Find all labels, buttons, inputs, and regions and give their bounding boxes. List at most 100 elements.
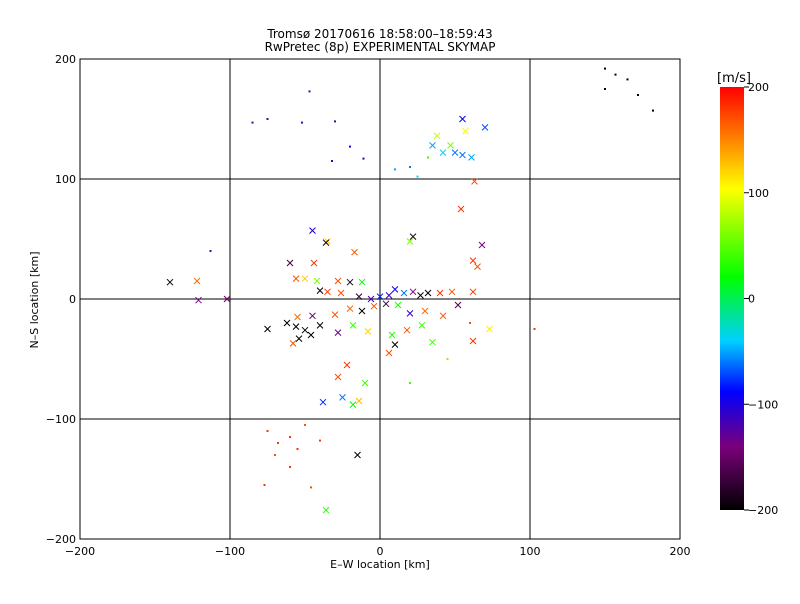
scatter-point-dot bbox=[289, 436, 291, 438]
scatter-point-x bbox=[367, 295, 375, 303]
scatter-point-dot bbox=[334, 120, 336, 123]
scatter-point-dot bbox=[301, 121, 303, 124]
scatter-point-dot bbox=[533, 328, 536, 330]
scatter-point-x bbox=[424, 289, 432, 297]
scatter-point-x bbox=[310, 259, 318, 267]
scatter-point-x bbox=[382, 300, 390, 308]
scatter-point-dot bbox=[446, 358, 449, 360]
scatter-point-dot bbox=[277, 442, 279, 444]
scatter-point-x bbox=[364, 328, 372, 335]
scatter-point-x bbox=[474, 263, 481, 270]
y-axis-label: N–S location [km] bbox=[28, 251, 41, 348]
scatter-point-x bbox=[301, 326, 309, 334]
y-tick-label: −100 bbox=[46, 413, 76, 426]
x-tick-label: 200 bbox=[670, 545, 691, 558]
grid-lines bbox=[80, 59, 680, 539]
chart-subtitle: RwPretec (8p) EXPERIMENTAL SKYMAP bbox=[265, 40, 496, 54]
scatter-point-x bbox=[313, 277, 321, 285]
scatter-point-x bbox=[469, 257, 477, 264]
scatter-point-dot bbox=[209, 250, 212, 252]
y-tick-label: 0 bbox=[69, 293, 76, 306]
scatter-point-dot bbox=[362, 157, 365, 160]
scatter-point-x bbox=[447, 142, 454, 149]
scatter-point-x bbox=[403, 326, 411, 334]
scatter-point-x bbox=[289, 340, 297, 347]
scatter-point-x bbox=[343, 361, 351, 369]
scatter-point-x bbox=[324, 288, 331, 296]
scatter-point-x bbox=[309, 227, 316, 234]
scatter-point-x bbox=[462, 127, 469, 135]
scatter-point-x bbox=[429, 338, 436, 346]
scatter-point-x bbox=[391, 286, 399, 293]
scatter-point-x bbox=[394, 301, 402, 309]
x-ticks: −200 −100 0 100 200 bbox=[65, 533, 691, 558]
scatter-point-x bbox=[339, 394, 346, 401]
scatter-point-dot bbox=[604, 67, 606, 70]
scatter-point-x bbox=[301, 275, 309, 282]
scatter-point-dot bbox=[274, 454, 276, 456]
scatter-point-x bbox=[355, 293, 363, 300]
scatter-point-x bbox=[193, 277, 201, 285]
scatter-point-x bbox=[436, 289, 444, 297]
colorbar-tick-label: −200 bbox=[748, 504, 778, 517]
scatter-point-x bbox=[406, 238, 414, 245]
scatter-point-x bbox=[385, 349, 393, 357]
scatter-point-x bbox=[351, 248, 358, 256]
scatter-point-x bbox=[439, 312, 447, 320]
x-tick-label: 0 bbox=[377, 545, 384, 558]
scatter-point-x bbox=[361, 379, 369, 387]
scatter-point-dot bbox=[266, 118, 269, 120]
scatter-point-x bbox=[391, 341, 399, 348]
scatter-point-x bbox=[448, 288, 456, 296]
scatter-point-x bbox=[406, 310, 414, 317]
scatter-point-x bbox=[349, 322, 357, 329]
scatter-point-x bbox=[346, 305, 354, 312]
scatter-point-dot bbox=[310, 486, 312, 489]
scatter-point-dot bbox=[637, 94, 639, 96]
scatter-point-x bbox=[454, 301, 462, 309]
scatter-point-x bbox=[292, 323, 300, 330]
x-axis-label: E–W location [km] bbox=[330, 558, 430, 571]
scatter-point-x bbox=[355, 397, 363, 405]
scatter-point-dot bbox=[304, 424, 306, 426]
scatter-point-x bbox=[469, 337, 477, 345]
scatter-point-dot bbox=[469, 322, 471, 324]
colorbar-tick-label: 100 bbox=[748, 187, 769, 200]
colorbar-tick-label: 200 bbox=[748, 81, 769, 94]
scatter-point-dot bbox=[308, 90, 311, 93]
scatter-point-x bbox=[295, 335, 303, 342]
scatter-point-x bbox=[346, 278, 354, 286]
x-tick-label: −100 bbox=[215, 545, 245, 558]
scatter-point-x bbox=[481, 124, 489, 131]
scatter-point-x bbox=[331, 311, 339, 318]
scatter-point-x bbox=[322, 506, 330, 514]
y-tick-label: 100 bbox=[55, 173, 76, 186]
scatter-point-x bbox=[354, 451, 361, 459]
scatter-point-x bbox=[471, 178, 478, 185]
scatter-point-x bbox=[349, 401, 357, 408]
scatter-point-dot bbox=[331, 160, 333, 162]
scatter-point-x bbox=[316, 322, 324, 329]
scatter-point-x bbox=[457, 205, 465, 213]
scatter-point-x bbox=[469, 288, 477, 296]
scatter-point-x bbox=[358, 307, 366, 315]
scatter-point-x bbox=[376, 293, 384, 300]
scatter-point-x bbox=[337, 289, 345, 297]
scatter-point-x bbox=[459, 115, 466, 123]
scatter-point-dot bbox=[394, 168, 396, 171]
scatter-point-dot bbox=[349, 145, 351, 148]
scatter-point-x bbox=[433, 132, 441, 140]
scatter-point-x bbox=[459, 151, 466, 159]
scatter-point-dot bbox=[652, 109, 654, 112]
scatter-point-x bbox=[417, 292, 424, 299]
x-tick-label: −200 bbox=[65, 545, 95, 558]
scatter-point-x bbox=[429, 142, 436, 149]
scatter-point-x bbox=[316, 287, 324, 294]
x-tick-label: 100 bbox=[520, 545, 541, 558]
scatter-point-x bbox=[358, 278, 366, 286]
scatter-point-x bbox=[319, 398, 327, 406]
scatter-point-x bbox=[451, 149, 459, 156]
scatter-point-x bbox=[409, 233, 417, 240]
scatter-point-dot bbox=[263, 484, 266, 486]
y-tick-label: −200 bbox=[46, 533, 76, 546]
